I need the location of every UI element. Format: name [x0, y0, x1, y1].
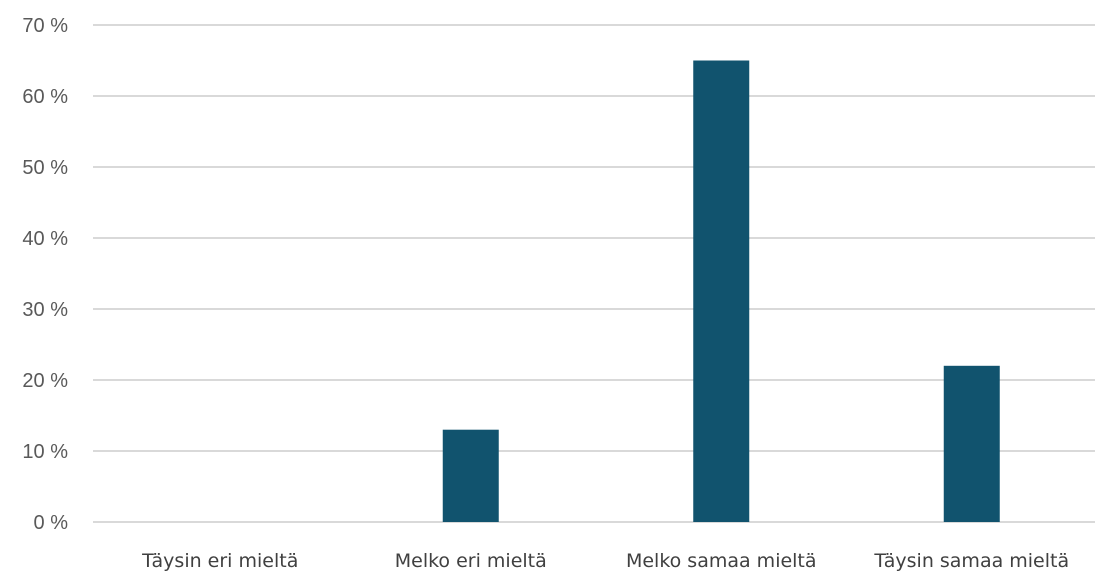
y-tick-label: 50 %: [22, 157, 68, 179]
y-tick-label: 70 %: [22, 15, 68, 37]
x-category-label: Melko eri mieltä: [395, 550, 547, 572]
bar: [943, 365, 1000, 522]
x-category-label: Täysin samaa mieltä: [873, 550, 1069, 572]
y-tick-label: 40 %: [22, 228, 68, 250]
y-axis-tick-labels: 0 % 10 % 20 % 30 % 40 % 50 % 60 % 70 %: [22, 15, 68, 534]
x-category-label: Täysin eri mieltä: [141, 550, 298, 572]
x-category-label: Melko samaa mieltä: [626, 550, 817, 572]
bar: [693, 60, 750, 522]
x-axis-category-labels: Täysin eri mieltä Melko eri mieltä Melko s…: [141, 550, 1069, 572]
y-tick-label: 20 %: [22, 370, 68, 392]
bars: [442, 60, 1000, 522]
y-tick-label: 0 %: [34, 512, 69, 534]
y-tick-label: 60 %: [22, 86, 68, 108]
gridlines: [93, 24, 1095, 523]
y-tick-label: 10 %: [22, 441, 68, 463]
y-tick-label: 30 %: [22, 299, 68, 321]
bar: [442, 429, 499, 522]
